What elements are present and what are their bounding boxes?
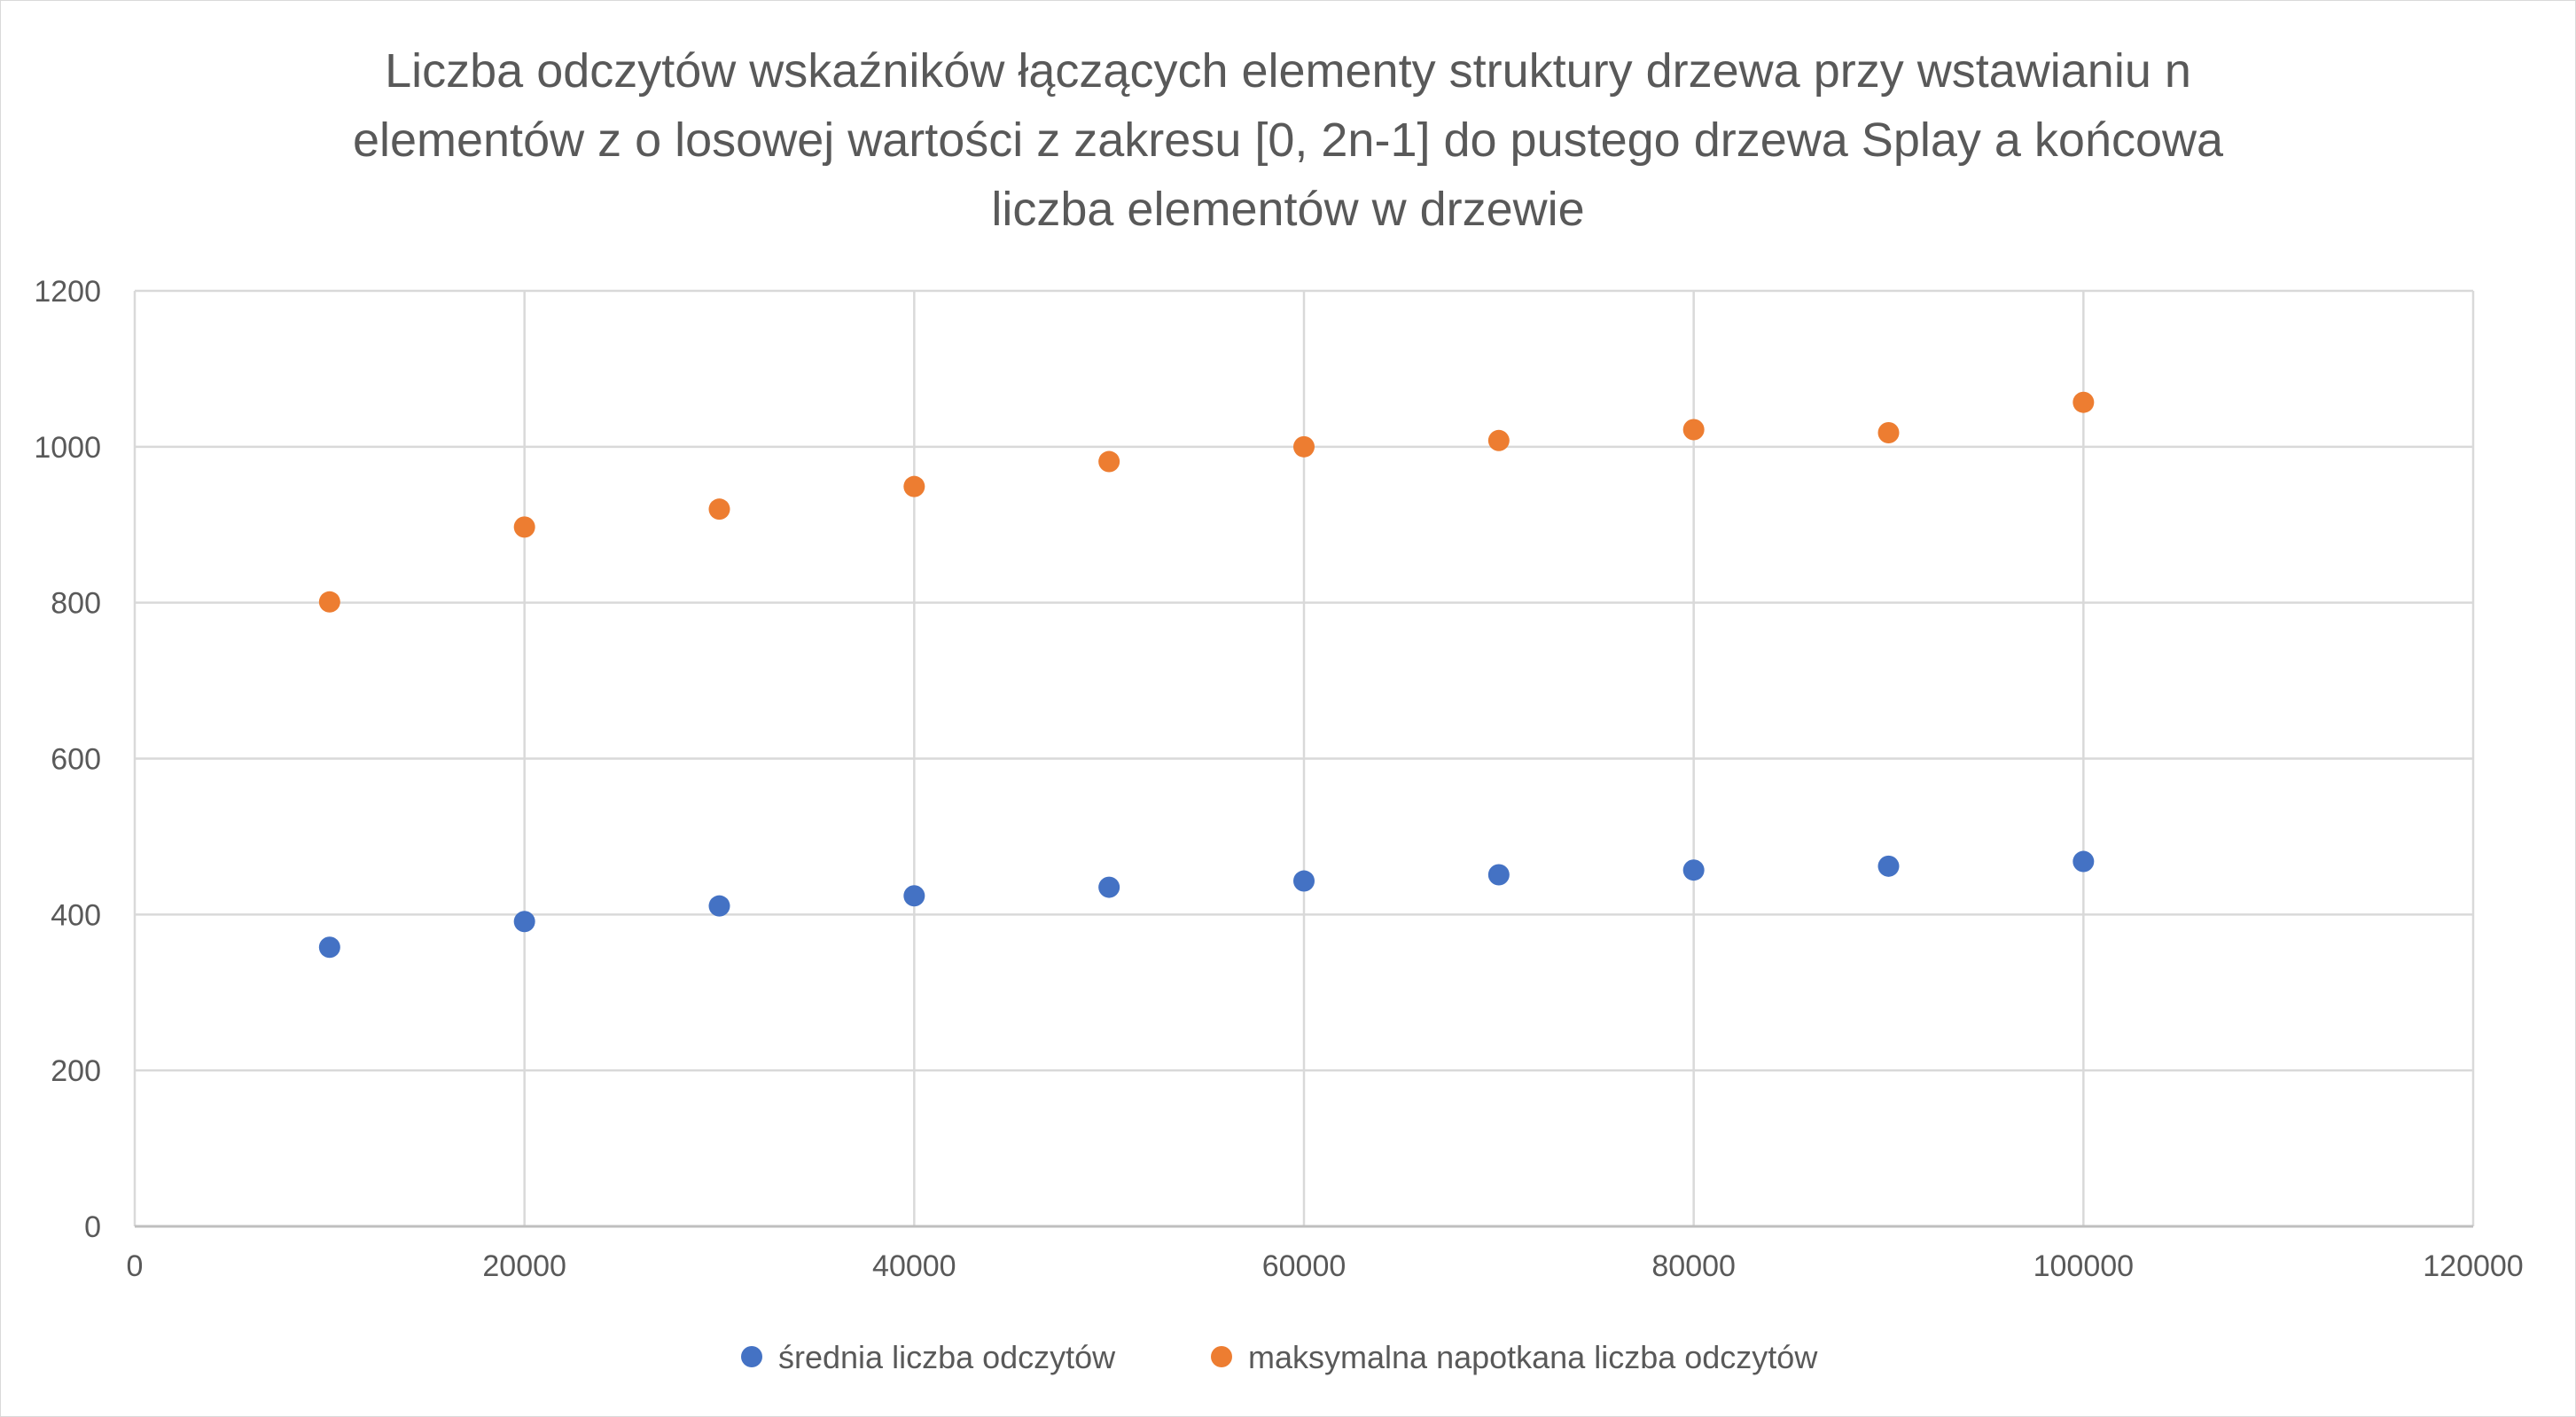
point-average-reads (1293, 870, 1315, 892)
point-max-reads (903, 475, 925, 497)
point-max-reads (318, 591, 340, 613)
point-max-reads (1877, 422, 1900, 444)
point-average-reads (1682, 859, 1705, 881)
chart-title-line-3: liczba elementów w drzewie (991, 183, 1584, 236)
legend-marker (1211, 1346, 1232, 1367)
y-tick-label: 0 (84, 1210, 101, 1244)
legend-label: średnia liczba odczytów (778, 1339, 1116, 1375)
gridlines (135, 289, 2475, 1226)
point-average-reads (1487, 864, 1510, 886)
chart-title: Liczba odczytów wskaźników łączących ele… (353, 44, 2224, 236)
y-tick-label: 400 (51, 898, 101, 932)
y-tick-label: 1200 (34, 275, 101, 309)
point-average-reads (2073, 850, 2095, 873)
chart-title-line-2: elementów z o losowej wartości z zakresu… (353, 114, 2224, 167)
x-tick-label: 0 (127, 1249, 144, 1283)
legend-marker (741, 1346, 762, 1367)
legend-label: maksymalna napotkana liczba odczytów (1248, 1339, 1818, 1375)
x-axis-tick-labels: 0 20000 40000 60000 80000 100000 120000 (127, 1249, 2524, 1283)
data-points (318, 391, 2095, 959)
point-average-reads (708, 895, 730, 917)
point-average-reads (513, 911, 535, 933)
y-axis-tick-labels: 0 200 400 600 800 1000 1200 (34, 275, 101, 1244)
point-max-reads (2073, 391, 2095, 413)
y-tick-label: 200 (51, 1054, 101, 1088)
x-tick-label: 120000 (2423, 1249, 2523, 1283)
point-max-reads (513, 516, 535, 538)
chart-title-line-1: Liczba odczytów wskaźników łączących ele… (385, 44, 2191, 98)
point-average-reads (1098, 876, 1120, 898)
point-max-reads (1487, 429, 1510, 451)
x-tick-label: 60000 (1262, 1249, 1347, 1283)
x-tick-label: 40000 (872, 1249, 956, 1283)
axes (133, 291, 2473, 1228)
point-average-reads (903, 885, 925, 907)
point-average-reads (318, 936, 340, 959)
x-tick-label: 100000 (2033, 1249, 2134, 1283)
legend: średnia liczba odczytów maksymalna napotk… (741, 1339, 1818, 1375)
point-max-reads (1098, 450, 1120, 473)
point-max-reads (708, 498, 730, 521)
y-tick-label: 1000 (34, 431, 101, 465)
point-max-reads (1293, 435, 1315, 458)
y-tick-label: 600 (51, 743, 101, 777)
x-tick-label: 80000 (1651, 1249, 1736, 1283)
x-tick-label: 20000 (482, 1249, 566, 1283)
point-average-reads (1877, 855, 1900, 877)
point-max-reads (1682, 419, 1705, 441)
y-tick-label: 800 (51, 587, 101, 621)
